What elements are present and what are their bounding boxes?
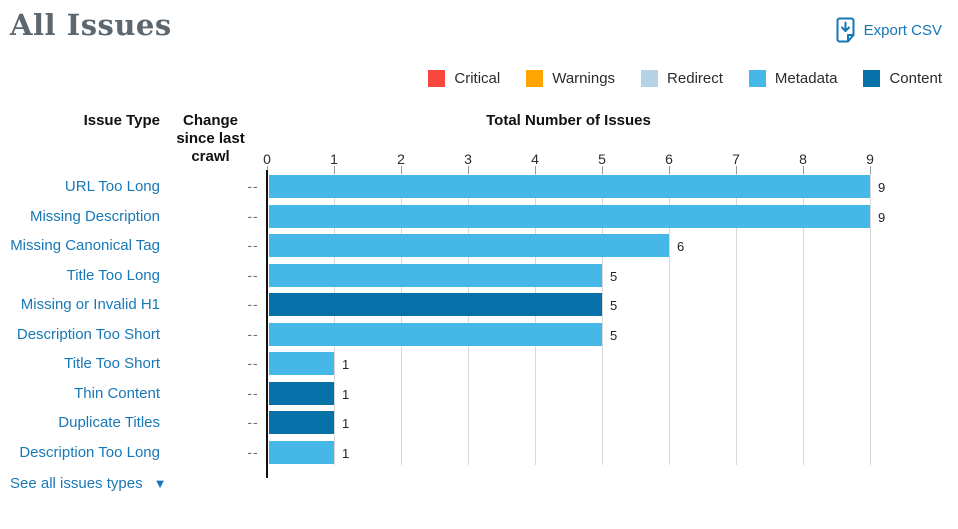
issue-bar: [269, 175, 870, 198]
legend-swatch-metadata: [748, 69, 766, 87]
issue-bar: [269, 293, 602, 316]
legend-swatch-redirect: [641, 69, 659, 87]
bar-value-label: 9: [878, 209, 886, 225]
change-since-last-crawl-value: --: [247, 207, 259, 224]
tick-label-1: 1: [330, 151, 338, 167]
chevron-down-icon: ▼: [153, 476, 167, 491]
change-since-last-crawl-value: --: [247, 237, 259, 253]
tick-mark-1: [334, 166, 335, 174]
issue-type-link[interactable]: Missing Canonical Tag: [10, 237, 160, 254]
issue-bar: [269, 381, 334, 405]
legend-swatch-warnings: [526, 69, 544, 87]
tick-mark-7: [736, 166, 737, 174]
tick-label-5: 5: [598, 151, 606, 167]
tick-mark-5: [602, 166, 603, 174]
column-header-change-since-last-crawl: Change since last crawl: [176, 112, 245, 165]
change-since-last-crawl-value: --: [247, 443, 259, 460]
tick-mark-8: [803, 166, 804, 174]
tick-mark-6: [669, 166, 670, 174]
export-csv-label: Export CSV: [863, 21, 942, 39]
issue-bar: [269, 411, 334, 434]
change-since-last-crawl-value: --: [247, 266, 259, 283]
download-file-icon: [836, 17, 855, 43]
legend-label: Redirect: [667, 69, 723, 87]
change-since-last-crawl-value: --: [247, 355, 259, 371]
bar-value-label: 1: [342, 445, 350, 461]
tick-label-4: 4: [531, 151, 539, 167]
tick-label-3: 3: [464, 151, 472, 167]
issue-bar: [269, 440, 334, 464]
legend-label: Content: [889, 69, 942, 87]
issue-type-link[interactable]: Description Too Short: [16, 325, 160, 343]
issue-bar: [269, 322, 602, 346]
gridline-x-1: [334, 174, 335, 465]
tick-label-2: 2: [397, 151, 405, 167]
legend-label: Warnings: [552, 69, 616, 87]
y-axis-line: [266, 170, 268, 478]
change-since-last-crawl-value: --: [247, 296, 259, 312]
see-all-issues-label: See all issues types: [10, 475, 143, 492]
legend-swatch-critical: [428, 69, 446, 87]
gridline-x-2: [401, 174, 402, 465]
tick-label-9: 9: [866, 151, 874, 167]
tick-label-6: 6: [665, 151, 673, 167]
change-since-last-crawl-value: --: [247, 325, 259, 342]
column-header-issue-type: Issue Type: [83, 112, 160, 129]
column-header-total-number-of-issues: Total Number of Issues: [486, 112, 651, 129]
change-since-last-crawl-value: --: [247, 414, 259, 430]
bar-value-label: 5: [610, 268, 618, 284]
gridline-x-7: [736, 174, 737, 465]
tick-mark-4: [535, 166, 536, 174]
export-csv-button[interactable]: Export CSV: [835, 17, 942, 43]
issue-type-link[interactable]: Title Too Long: [66, 266, 160, 284]
issue-type-link[interactable]: Duplicate Titles: [58, 414, 160, 431]
tick-label-8: 8: [799, 151, 807, 167]
bar-value-label: 1: [342, 386, 350, 402]
issue-type-link[interactable]: Missing Description: [29, 207, 160, 225]
issue-bar: [269, 263, 602, 287]
issue-type-link[interactable]: URL Too Long: [64, 178, 160, 195]
gridline-x-4: [535, 174, 536, 465]
legend-item-redirect: Redirect: [641, 69, 723, 87]
see-all-issues-link[interactable]: See all issues types ▼: [10, 475, 166, 492]
bar-value-label: 5: [610, 327, 618, 343]
tick-label-0: 0: [263, 151, 271, 167]
bar-value-label: 5: [610, 298, 618, 313]
issue-type-link[interactable]: Missing or Invalid H1: [20, 296, 160, 313]
gridline-x-5: [602, 174, 603, 465]
legend-label: Critical: [454, 69, 501, 87]
gridline-x-8: [803, 174, 804, 465]
issue-bar: [269, 204, 870, 228]
bar-value-label: 6: [677, 239, 685, 254]
tick-mark-2: [401, 166, 402, 174]
bar-value-label: 1: [342, 416, 350, 431]
tick-mark-9: [870, 166, 871, 174]
legend-item-critical: Critical: [428, 69, 501, 87]
issue-bar: [269, 234, 669, 257]
gridline-x-9: [870, 174, 871, 465]
chart-legend: Critical Warnings Redirect Metadata Content: [402, 68, 942, 88]
change-since-last-crawl-value: --: [247, 384, 259, 401]
legend-item-metadata: Metadata: [748, 69, 838, 87]
issue-type-link[interactable]: Description Too Long: [19, 443, 160, 461]
tick-label-7: 7: [732, 151, 740, 167]
page-title: All Issues: [10, 8, 172, 42]
bar-value-label: 1: [342, 357, 350, 372]
issue-type-link[interactable]: Thin Content: [74, 384, 160, 402]
issue-type-link[interactable]: Title Too Short: [64, 355, 160, 372]
legend-label: Metadata: [774, 69, 838, 87]
issue-bar: [269, 352, 334, 375]
legend-swatch-content: [863, 69, 881, 87]
tick-mark-3: [468, 166, 469, 174]
legend-item-content: Content: [863, 69, 942, 87]
legend-item-warnings: Warnings: [526, 69, 616, 87]
gridline-x-6: [669, 174, 670, 465]
gridline-x-3: [468, 174, 469, 465]
change-since-last-crawl-value: --: [247, 178, 259, 194]
bar-value-label: 9: [878, 180, 886, 195]
